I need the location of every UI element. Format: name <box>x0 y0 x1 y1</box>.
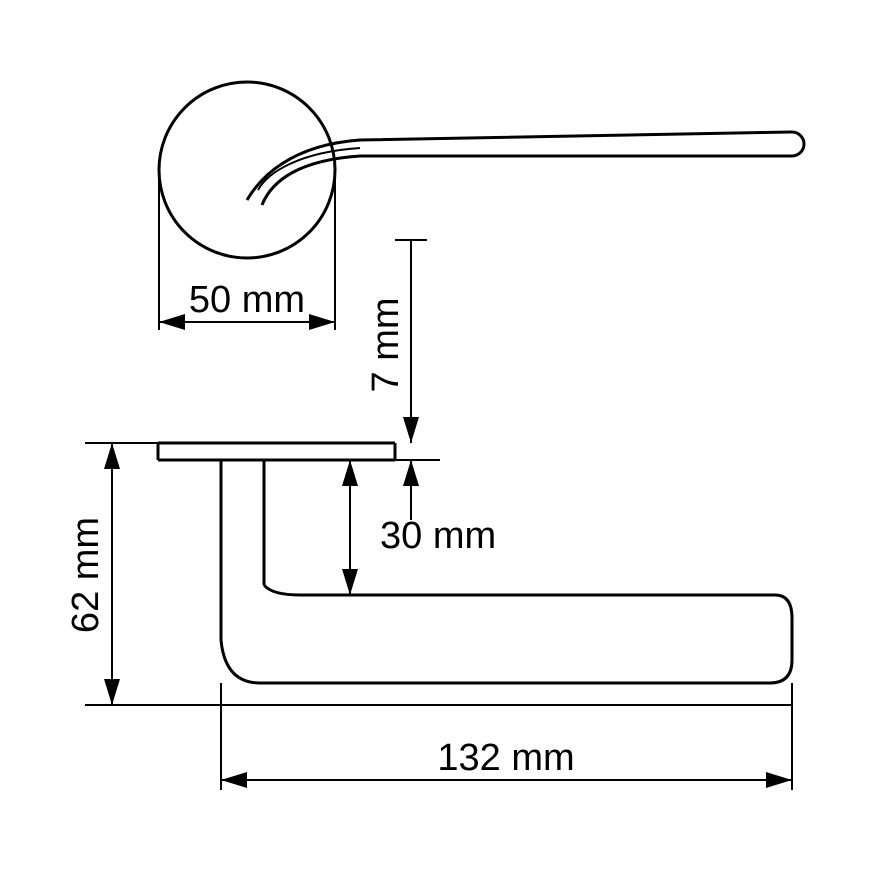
dim-label-62mm: 62 mm <box>65 517 107 633</box>
lever-side-outline <box>221 585 792 683</box>
dim-label-50mm: 50 mm <box>189 279 305 321</box>
dim-label-7mm: 7 mm <box>365 298 407 393</box>
rose-plate-side <box>158 443 395 460</box>
rose-outline <box>159 82 335 258</box>
dim-label-30mm: 30 mm <box>380 515 496 557</box>
dim-label-132mm: 132 mm <box>437 737 574 779</box>
technical-drawing: 50 mm 7 mm 30 mm 62 mm 132 mm <box>0 0 878 878</box>
